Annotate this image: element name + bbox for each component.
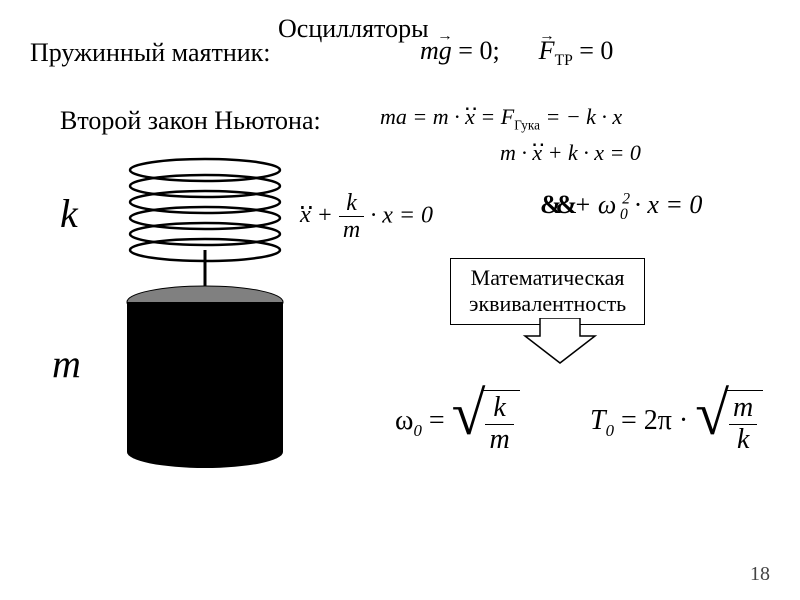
frac-num-1: k bbox=[339, 190, 364, 217]
f-vec: F bbox=[539, 36, 555, 66]
callout-box: Математическая эквивалентность bbox=[450, 258, 645, 325]
label-m: m bbox=[52, 340, 81, 387]
diff-pre: m · bbox=[500, 140, 532, 165]
T0-eq: = 2π · bbox=[614, 405, 695, 436]
newton-post: = − k · x bbox=[540, 104, 622, 129]
frac-den-3: k bbox=[729, 425, 757, 456]
eq-newton-full: ma = m · x = FГука = − k · x bbox=[380, 104, 622, 133]
eq-T0: T0 = 2π · √mk bbox=[590, 390, 763, 456]
arrow-down-icon bbox=[520, 318, 600, 368]
eq-diff: m · x + k · x = 0 bbox=[500, 140, 641, 166]
omega0-eq: = bbox=[422, 405, 452, 436]
ftr-f: F bbox=[539, 36, 555, 65]
omega-sub: 0 bbox=[620, 206, 628, 223]
omega0-sub: 0 bbox=[413, 421, 421, 440]
label-k: k bbox=[60, 190, 78, 237]
radicand-2: mk bbox=[727, 390, 763, 456]
mg-m: m bbox=[420, 36, 439, 65]
radicand-1: km bbox=[483, 390, 519, 456]
sqrt-2: √mk bbox=[695, 390, 763, 456]
frac-den-2: m bbox=[485, 425, 513, 456]
frac-num-3: m bbox=[729, 393, 757, 425]
newton-mid: = F bbox=[475, 104, 514, 129]
callout-line-2: эквивалентность bbox=[469, 291, 626, 317]
page-number: 18 bbox=[750, 563, 770, 586]
frac-num-2: k bbox=[485, 393, 513, 425]
eq-mg-ftr: mg = 0; FТР = 0 bbox=[420, 36, 613, 70]
frac-k-m-1: km bbox=[339, 190, 364, 244]
x-ddot-2: x bbox=[532, 140, 542, 166]
omega-post: · x = 0 bbox=[628, 190, 703, 219]
omega0-w: ω bbox=[395, 405, 413, 436]
mg-eq-zero: = 0; bbox=[452, 36, 500, 65]
ftr-sub: ТР bbox=[555, 52, 573, 69]
g-vec: g bbox=[439, 36, 452, 66]
norm-post: · x = 0 bbox=[364, 202, 433, 228]
slide-title: Осцилляторы bbox=[278, 14, 429, 44]
newton-label: Второй закон Ньютона: bbox=[60, 106, 321, 136]
newton-pre: ma = m · bbox=[380, 104, 465, 129]
ftr-eq-zero: = 0 bbox=[573, 36, 614, 65]
eq-normalized: x + km · x = 0 bbox=[300, 190, 433, 244]
eq-omega: && + ω20 · x = 0 bbox=[540, 190, 702, 224]
T0-sub: 0 bbox=[606, 421, 614, 440]
x-ddot-3: x bbox=[300, 202, 311, 229]
x-ddot-1: x bbox=[465, 104, 475, 130]
frac-den-1: m bbox=[339, 217, 364, 243]
radical-2: √ bbox=[695, 390, 729, 456]
radical-1: √ bbox=[452, 390, 486, 456]
T0-T: T bbox=[590, 405, 606, 436]
subtitle: Пружинный маятник: bbox=[30, 38, 271, 68]
sqrt-1: √km bbox=[452, 390, 520, 456]
diff-post: + k · x = 0 bbox=[542, 140, 641, 165]
norm-mid: + bbox=[311, 202, 339, 228]
spring-mass-diagram bbox=[110, 150, 300, 480]
callout-line-1: Математическая bbox=[469, 265, 626, 291]
omega-mid: + ω bbox=[567, 190, 616, 219]
eq-omega0: ω0 = √km bbox=[395, 390, 520, 456]
